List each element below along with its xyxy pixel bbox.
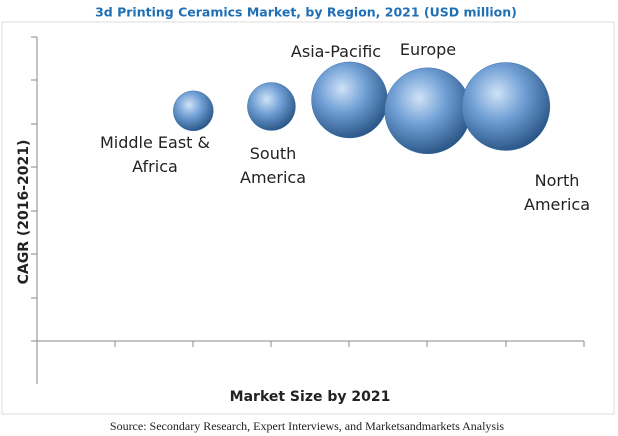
bubble [384,67,471,155]
bubble [173,90,214,132]
chart-title: 3d Printing Ceramics Market, by Region, … [95,5,517,20]
y-axis-label: CAGR (2016-2021) [16,140,32,285]
tick-marks [31,36,585,347]
bubble [461,62,551,151]
bubble [247,82,296,131]
bubble-label: South America [240,144,306,187]
bubble-label: Asia-Pacific [290,42,382,61]
bubble-label: Europe [399,40,457,59]
bubble [311,61,388,139]
x-axis-label: Market Size by 2021 [230,389,391,405]
bubble-label: Middle East & Africa [99,133,211,176]
bubble-label: North America [524,171,590,214]
frame [1,21,615,415]
source-note: Source: Secondary Research, Expert Inter… [110,419,505,433]
